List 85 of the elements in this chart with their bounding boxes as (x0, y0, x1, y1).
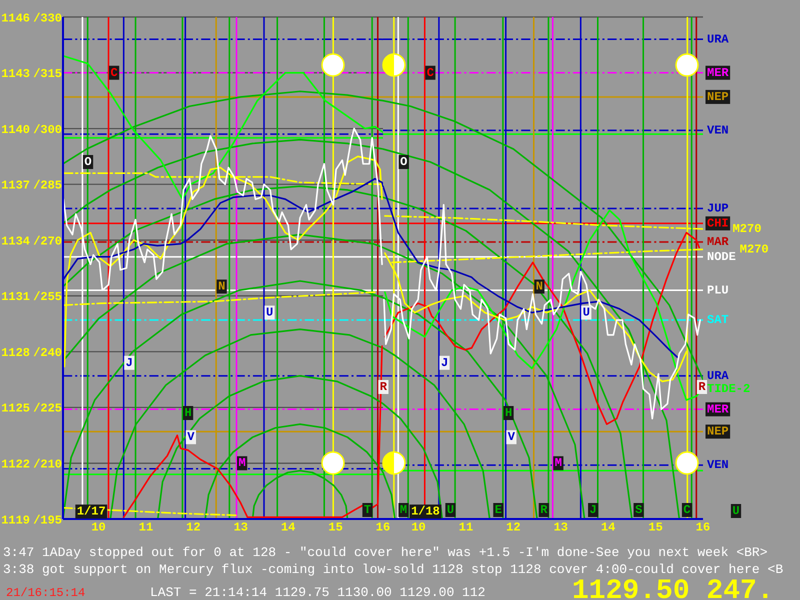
ref-line-label: MER (707, 66, 730, 80)
ref-line-label: JUP (707, 202, 729, 216)
annotation: V (187, 430, 196, 444)
x-tick-label: 11 (138, 520, 154, 535)
annotation: C (110, 66, 118, 80)
annotation: V (508, 430, 516, 444)
ref-line-label: MER (707, 402, 730, 416)
ref-line-label: NODE (707, 250, 736, 264)
y2-tick-label: /315 (33, 67, 62, 82)
ref-line-label: MAR (707, 234, 730, 249)
ref-line-label: M (400, 503, 408, 517)
annotation: H (504, 406, 512, 420)
y2-tick-label: /210 (33, 457, 62, 472)
annotation: U (582, 306, 590, 320)
annotation: U (266, 306, 274, 320)
annotation: M (554, 456, 562, 470)
ref-line-label: URA (707, 368, 730, 383)
y2-tick-label: /330 (33, 11, 62, 26)
annotation: R (698, 380, 706, 394)
x-tick-label: 15 (328, 520, 343, 535)
y2-tick-label: /225 (33, 402, 62, 416)
x-tick-label: 10 (411, 520, 426, 535)
text: U (732, 504, 740, 518)
ref-line-label: U (446, 503, 454, 517)
ref-line-label: T (364, 503, 372, 517)
annotation: O (84, 155, 92, 170)
y-tick-label: 1134 (1, 234, 30, 248)
annotation: J (126, 356, 133, 370)
y2-tick-label: /240 (33, 346, 62, 360)
text: M270 (732, 222, 762, 236)
y-tick-label: 1131 (1, 290, 30, 304)
annotation: M (238, 456, 246, 470)
ref-line-label: NEP (707, 90, 729, 104)
y-tick-label: 1119 (1, 513, 30, 528)
y-tick-label: 1140 (1, 122, 30, 137)
annotation: J (440, 356, 448, 370)
text: M270 (740, 242, 769, 256)
x-tick-label: 12 (186, 520, 201, 535)
ref-line-label: S (635, 503, 642, 517)
y2-tick-label: /255 (33, 290, 62, 304)
ref-line-label: E (494, 503, 502, 517)
y-tick-label: 1143 (1, 67, 30, 82)
ref-line-label: URA (707, 32, 730, 46)
ref-line-label: SAT (707, 313, 729, 328)
y-tick-label: 1122 (1, 457, 30, 472)
x-tick-label: 13 (234, 520, 248, 535)
annotation: N (218, 280, 226, 294)
y-tick-label: 1128 (1, 346, 30, 360)
y-tick-label: 1125 (1, 402, 30, 416)
y2-tick-label: /300 (33, 122, 62, 137)
y2-tick-label: /270 (33, 234, 62, 248)
ref-line-label: VEN (707, 458, 729, 472)
ref-line-label: J (590, 503, 597, 517)
text: 3:38 got support on Mercury flux -coming into low-sold 1128 stop 1128 cover 4:00-could cover here <B (3, 562, 784, 577)
y-tick-label: 1137 (1, 178, 30, 193)
annotation: 1/17 (76, 504, 106, 519)
ref-line-label: NEP (707, 424, 729, 439)
x-tick-label: 16 (696, 520, 710, 535)
x-tick-label: 12 (506, 520, 521, 535)
annotation: N (536, 280, 543, 294)
x-tick-label: 14 (280, 520, 296, 535)
y-tick-label: 1146 (1, 11, 30, 26)
series-label: TIDE-2 (707, 382, 750, 396)
annotation: 1/18 (411, 504, 440, 519)
text: 3:47 1ADay stopped out for 0 at 128 - "could cover here" was +1.5 -I'm done-See you next week <BR> (3, 545, 768, 560)
annotation: R (380, 380, 388, 394)
x-tick-label: 14 (600, 520, 616, 535)
x-tick-label: 10 (91, 520, 106, 535)
text: 21/16:15:14 (6, 586, 86, 600)
ref-line-label: C (683, 503, 691, 517)
text: LAST = 21:14:14 1129.75 1130.00 1129.00 112 (150, 585, 486, 600)
text: 1129.50 247. (572, 576, 774, 600)
x-tick-label: 15 (648, 520, 663, 535)
ref-line-label: VEN (707, 123, 729, 138)
annotation: O (400, 155, 408, 170)
annotation: H (184, 406, 192, 420)
ref-line-label: CHI (707, 216, 729, 230)
ref-line-label: PLU (707, 283, 729, 298)
x-tick-label: 16 (376, 520, 390, 535)
x-tick-label: 11 (458, 520, 474, 535)
y2-tick-label: /285 (33, 178, 62, 193)
x-tick-label: 13 (554, 520, 568, 535)
ref-line-label: R (540, 503, 548, 517)
y2-tick-label: /195 (33, 513, 62, 528)
annotation: C (426, 66, 434, 80)
